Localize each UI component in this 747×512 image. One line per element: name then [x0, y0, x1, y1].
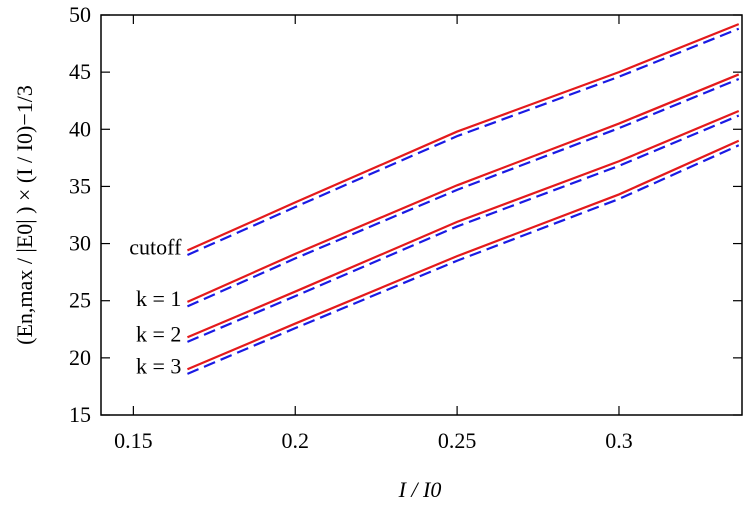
y-tick-label: 25	[69, 288, 91, 313]
y-tick-label: 20	[69, 345, 91, 370]
x-axis-label: I / I0	[398, 477, 442, 502]
series-line	[187, 139, 740, 371]
series-line	[187, 144, 740, 375]
x-tick-label: 0.3	[605, 428, 633, 453]
series-line	[187, 109, 740, 339]
x-tick-label: 0.25	[438, 428, 477, 453]
y-tick-label: 45	[69, 59, 91, 84]
series-line	[186, 27, 740, 257]
series-label: k = 2	[136, 321, 181, 346]
series-label: cutoff	[129, 234, 182, 259]
series-line	[186, 73, 740, 303]
series-label: k = 3	[136, 353, 181, 378]
y-tick-label: 35	[69, 173, 91, 198]
x-tick-label: 0.15	[114, 428, 153, 453]
y-axis-label: (En,max / |E0| ) × (I / I0)−1/3	[12, 85, 37, 345]
y-tick-label: 40	[69, 116, 91, 141]
series-line	[186, 77, 740, 308]
y-tick-label: 30	[69, 231, 91, 256]
x-tick-label: 0.2	[281, 428, 309, 453]
y-tick-label: 50	[69, 2, 91, 27]
series-label: k = 1	[136, 286, 181, 311]
series-line	[186, 23, 740, 252]
y-tick-label: 15	[69, 402, 91, 427]
plot-frame	[100, 14, 743, 416]
series-line	[187, 114, 740, 343]
